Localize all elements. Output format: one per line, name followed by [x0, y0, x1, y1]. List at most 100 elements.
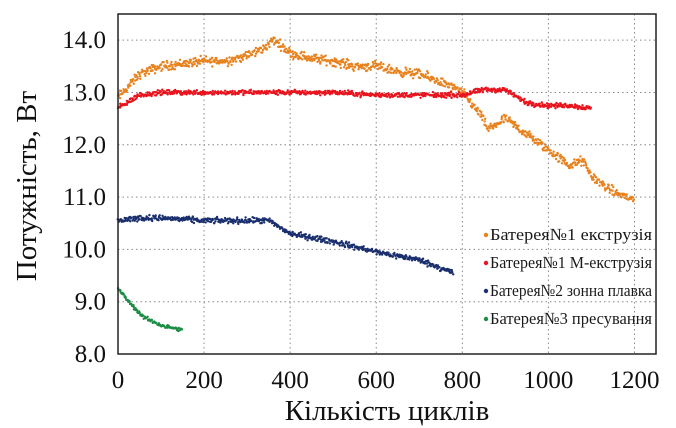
- data-point: [249, 88, 253, 92]
- data-point: [505, 114, 508, 117]
- data-point: [170, 68, 173, 71]
- data-point: [142, 70, 146, 73]
- data-point: [418, 69, 422, 73]
- data-point: [231, 56, 234, 59]
- data-point: [369, 68, 372, 72]
- data-point: [443, 96, 446, 99]
- data-point: [325, 237, 328, 240]
- data-points: [116, 36, 635, 333]
- data-point: [279, 38, 282, 41]
- data-point: [483, 120, 486, 123]
- data-point: [226, 59, 229, 63]
- data-point: [504, 118, 507, 121]
- data-point: [321, 59, 324, 62]
- data-point: [357, 248, 360, 251]
- data-point: [174, 60, 177, 64]
- data-point: [288, 46, 291, 50]
- data-point: [578, 159, 581, 162]
- data-point: [339, 66, 342, 70]
- data-point: [300, 50, 303, 54]
- legend-label: Батерея№1 М-екструзія: [490, 253, 652, 272]
- data-point: [245, 57, 248, 60]
- data-point: [456, 93, 460, 96]
- data-point: [403, 92, 406, 95]
- y-tick-label: 10.0: [62, 236, 106, 263]
- data-point: [335, 58, 338, 61]
- data-point: [457, 91, 461, 94]
- data-point: [366, 62, 370, 66]
- data-point: [362, 245, 365, 248]
- data-point: [133, 219, 136, 222]
- data-point: [507, 120, 510, 123]
- data-point: [370, 247, 374, 251]
- data-point: [125, 103, 129, 107]
- data-point: [479, 115, 483, 118]
- data-point: [313, 59, 316, 62]
- data-point: [347, 59, 350, 62]
- data-point: [138, 218, 141, 221]
- data-point: [418, 257, 421, 260]
- data-point: [342, 58, 345, 61]
- data-point: [530, 135, 533, 138]
- x-tick-label: 1000: [523, 367, 573, 394]
- data-point: [154, 214, 157, 217]
- data-point: [281, 43, 285, 46]
- data-point: [491, 127, 495, 130]
- data-point: [306, 239, 309, 242]
- data-point: [523, 97, 526, 101]
- data-point: [149, 66, 152, 70]
- data-point: [610, 183, 614, 187]
- data-point: [607, 184, 610, 187]
- data-point: [124, 296, 127, 300]
- data-point: [441, 92, 444, 95]
- data-point: [162, 324, 166, 328]
- data-point: [468, 100, 471, 104]
- data-point: [325, 64, 328, 67]
- data-point: [390, 71, 393, 75]
- data-point: [158, 66, 161, 70]
- data-point: [259, 47, 263, 50]
- data-point: [156, 89, 159, 92]
- data-point: [343, 89, 346, 93]
- data-point: [411, 259, 414, 262]
- data-point: [268, 45, 271, 49]
- data-point: [215, 56, 218, 60]
- data-point: [469, 98, 472, 101]
- data-point: [486, 128, 489, 131]
- data-point: [386, 65, 389, 68]
- data-point: [151, 69, 154, 72]
- data-point: [136, 309, 139, 312]
- data-point: [319, 60, 322, 64]
- data-point: [353, 66, 357, 69]
- data-point: [211, 65, 214, 68]
- data-point: [592, 176, 595, 179]
- data-point: [499, 121, 503, 124]
- y-axis-title: Потужність, Вт: [11, 90, 43, 281]
- y-tick-label: 8.0: [75, 341, 106, 368]
- data-point: [532, 102, 535, 105]
- data-point: [332, 243, 335, 246]
- data-point: [563, 158, 567, 162]
- data-point: [429, 265, 432, 268]
- y-tick-label: 13.0: [62, 79, 106, 106]
- data-point: [529, 132, 532, 136]
- data-point: [475, 110, 479, 113]
- data-point: [228, 56, 231, 59]
- data-point: [279, 49, 283, 53]
- data-point: [329, 62, 332, 65]
- data-point: [177, 62, 181, 65]
- data-point: [241, 58, 245, 61]
- data-point: [195, 60, 199, 63]
- data-point: [316, 239, 319, 243]
- data-point: [448, 268, 452, 272]
- data-point: [385, 92, 388, 96]
- data-point: [489, 122, 492, 125]
- data-point: [558, 104, 561, 108]
- data-point: [193, 62, 196, 66]
- data-point: [625, 197, 628, 200]
- data-point: [603, 183, 606, 186]
- data-point: [138, 72, 141, 76]
- data-point: [395, 257, 398, 260]
- data-point: [419, 96, 422, 100]
- data-point: [250, 53, 254, 56]
